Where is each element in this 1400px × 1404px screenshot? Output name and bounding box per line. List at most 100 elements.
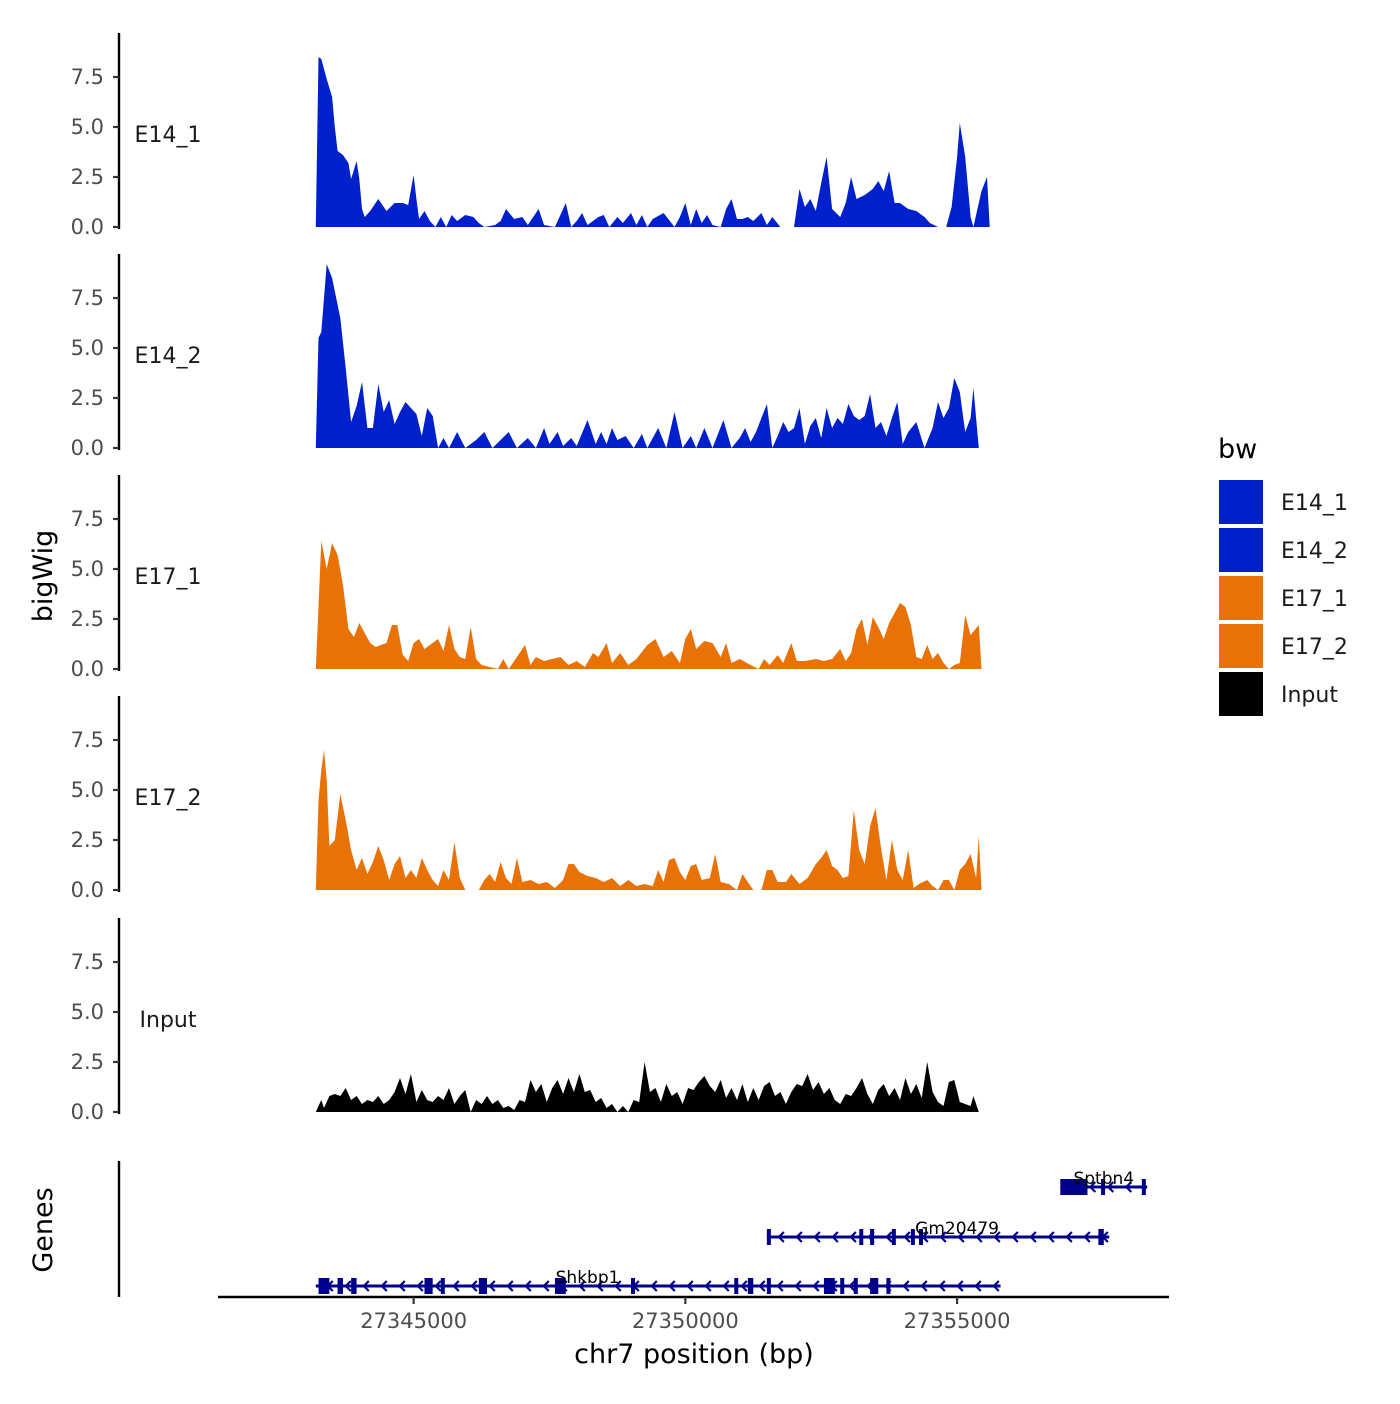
strand-arrow — [813, 1231, 821, 1243]
genes-panel: Sptbn4 Gm20479 Shkbp1 — [117, 1161, 1148, 1297]
strand-arrow — [974, 1280, 982, 1292]
y-tick-label: 0.0 — [71, 657, 104, 681]
gene-exon — [1101, 1179, 1106, 1195]
strand-arrow — [722, 1280, 730, 1292]
y-tick-label: 7.5 — [71, 65, 104, 89]
strand-arrow — [524, 1280, 532, 1292]
y-tick-label: 2.5 — [71, 607, 104, 631]
strand-arrow — [848, 1280, 856, 1292]
strand-arrow — [939, 1231, 947, 1243]
strand-arrow — [849, 1231, 857, 1243]
strand-arrow — [488, 1280, 496, 1292]
strand-arrow — [1029, 1231, 1037, 1243]
legend-label: E17_2 — [1281, 635, 1348, 660]
strand-arrow — [470, 1280, 478, 1292]
y-tick-label: 2.5 — [71, 386, 104, 410]
strand-arrow — [975, 1231, 983, 1243]
track-panel-e17_2: 0.0 2.5 5.0 7.5 E17_2 — [71, 696, 982, 902]
strand-arrow — [902, 1280, 910, 1292]
x-tick-label: 27345000 — [360, 1309, 467, 1333]
strand-arrow — [704, 1280, 712, 1292]
strand-arrow — [578, 1280, 586, 1292]
x-tick-label: 27355000 — [904, 1309, 1011, 1333]
strand-arrow — [885, 1231, 893, 1243]
gene-sptbn4: Sptbn4 — [1060, 1169, 1148, 1195]
gene-exon — [747, 1278, 754, 1294]
legend-item-e14_2: E14_2 — [1219, 528, 1348, 572]
strand-arrow — [344, 1280, 352, 1292]
y-tick-label: 7.5 — [71, 728, 104, 752]
gene-exon — [766, 1278, 771, 1294]
y-axis-title: bigWig — [28, 530, 59, 623]
track-panel-e14_1: 0.0 2.5 5.0 7.5 E14_1 — [71, 33, 990, 239]
legend-title: bw — [1218, 434, 1257, 465]
legend-item-e17_1: E17_1 — [1219, 576, 1348, 620]
y-tick-label: 0.0 — [71, 436, 104, 460]
strand-arrow — [1011, 1231, 1019, 1243]
y-tick-label: 7.5 — [71, 286, 104, 310]
track-label: E14_1 — [135, 123, 202, 148]
strand-arrow — [596, 1280, 604, 1292]
strand-arrow — [1065, 1231, 1073, 1243]
y-tick-label: 7.5 — [71, 507, 104, 531]
strand-arrow — [1088, 1181, 1097, 1193]
strand-arrow — [993, 1231, 1001, 1243]
strand-arrow — [740, 1280, 748, 1292]
strand-arrow — [668, 1280, 676, 1292]
strand-arrow — [920, 1280, 928, 1292]
legend-item-e14_1: E14_1 — [1219, 480, 1348, 524]
y-tick-label: 2.5 — [71, 165, 104, 189]
track-label: E17_1 — [135, 565, 202, 590]
strand-arrow — [416, 1280, 424, 1292]
strand-arrow — [380, 1280, 388, 1292]
gene-exon — [1060, 1179, 1088, 1195]
legend-label: E17_1 — [1281, 587, 1348, 612]
gene-exon — [840, 1278, 845, 1294]
track-panel-e17_1: 0.0 2.5 5.0 7.5 E17_1 — [71, 475, 982, 681]
strand-arrow — [686, 1280, 694, 1292]
strand-arrow — [812, 1280, 820, 1292]
gene-exon — [766, 1229, 771, 1245]
coverage-area-e17_1 — [315, 541, 982, 669]
strand-arrow — [795, 1231, 803, 1243]
coverage-area-input — [315, 1062, 979, 1112]
strand-arrow — [903, 1231, 911, 1243]
gene-exon — [351, 1278, 357, 1294]
gene-exon — [1098, 1229, 1104, 1245]
x-axis-title: chr7 position (bp) — [574, 1339, 814, 1370]
gene-exon — [886, 1278, 891, 1294]
legend-swatch — [1219, 528, 1263, 572]
track-panels: 0.0 2.5 5.0 7.5 E14_1 0.0 2.5 5.0 7.5 E14_2 0.0 2.5… — [71, 33, 990, 1124]
legend-label: E14_1 — [1281, 491, 1348, 516]
track-label: Input — [140, 1008, 197, 1033]
y-tick-label: 0.0 — [71, 215, 104, 239]
gene-exon — [554, 1278, 566, 1294]
strand-arrow — [992, 1280, 1000, 1292]
legend-item-input: Input — [1219, 672, 1338, 716]
y-tick-label: 5.0 — [71, 1000, 104, 1024]
coverage-area-e14_2 — [315, 264, 979, 448]
legend-label: E14_2 — [1281, 539, 1348, 564]
y-tick-label: 5.0 — [71, 115, 104, 139]
legend-item-e17_2: E17_2 — [1219, 624, 1348, 668]
y-tick-label: 2.5 — [71, 828, 104, 852]
track-label: E14_2 — [135, 344, 202, 369]
strand-arrow — [1106, 1181, 1115, 1193]
strand-arrow — [362, 1280, 370, 1292]
strand-arrow — [957, 1231, 965, 1243]
legend: E14_1 E14_2 E17_1 E17_2 Input — [1219, 480, 1348, 716]
x-axis: 27345000 27350000 27355000 — [218, 1295, 1169, 1333]
gene-exon — [859, 1229, 864, 1245]
gene-exon — [478, 1278, 487, 1294]
y-tick-label: 7.5 — [71, 950, 104, 974]
gene-shkbp1: Shkbp1 — [315, 1268, 1001, 1294]
strand-arrow — [831, 1231, 839, 1243]
gene-label: Sptbn4 — [1073, 1169, 1134, 1189]
gene-exon — [823, 1278, 835, 1294]
legend-swatch — [1219, 480, 1263, 524]
gene-exon — [424, 1278, 433, 1294]
gene-exon — [919, 1229, 924, 1245]
track-panel-e14_2: 0.0 2.5 5.0 7.5 E14_2 — [71, 254, 979, 460]
gene-exon — [870, 1229, 875, 1245]
